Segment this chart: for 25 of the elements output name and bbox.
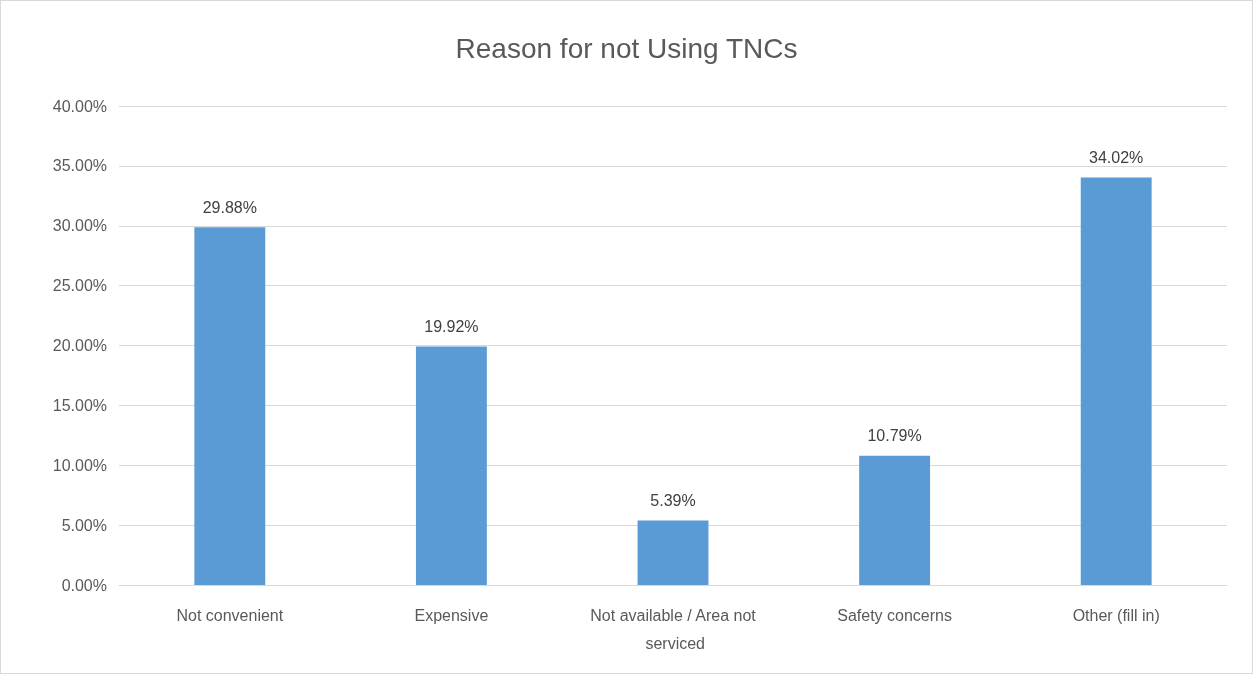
- y-tick-label: 5.00%: [61, 516, 107, 534]
- bar: [415, 346, 487, 585]
- data-label: 34.02%: [1089, 149, 1144, 167]
- x-tick-label: Not available / Area not serviced: [590, 606, 757, 652]
- bar: [1080, 177, 1152, 585]
- x-tick-label: Not convenient: [176, 606, 284, 624]
- data-label: 29.88%: [202, 198, 257, 216]
- y-tick-label: 30.00%: [52, 217, 107, 235]
- x-tick-label: Safety concerns: [837, 606, 952, 624]
- x-tick-label: Other (fill in): [1072, 606, 1160, 624]
- data-label: 19.92%: [424, 317, 479, 335]
- y-tick-label: 15.00%: [52, 396, 107, 414]
- bar: [194, 227, 266, 585]
- y-tick-label: 40.00%: [52, 97, 107, 115]
- chart-title: Reason for not Using TNCs: [455, 32, 798, 64]
- y-tick-label: 0.00%: [61, 576, 107, 594]
- data-label: 10.79%: [867, 427, 922, 445]
- bar: [859, 455, 931, 585]
- x-tick-label: Expensive: [414, 606, 489, 624]
- y-tick-label: 35.00%: [52, 157, 107, 175]
- y-tick-label: 20.00%: [52, 337, 107, 354]
- y-tick-label: 10.00%: [52, 456, 107, 474]
- bar: [637, 520, 709, 585]
- y-tick-label: 25.00%: [52, 277, 107, 295]
- data-label: 5.39%: [650, 491, 696, 509]
